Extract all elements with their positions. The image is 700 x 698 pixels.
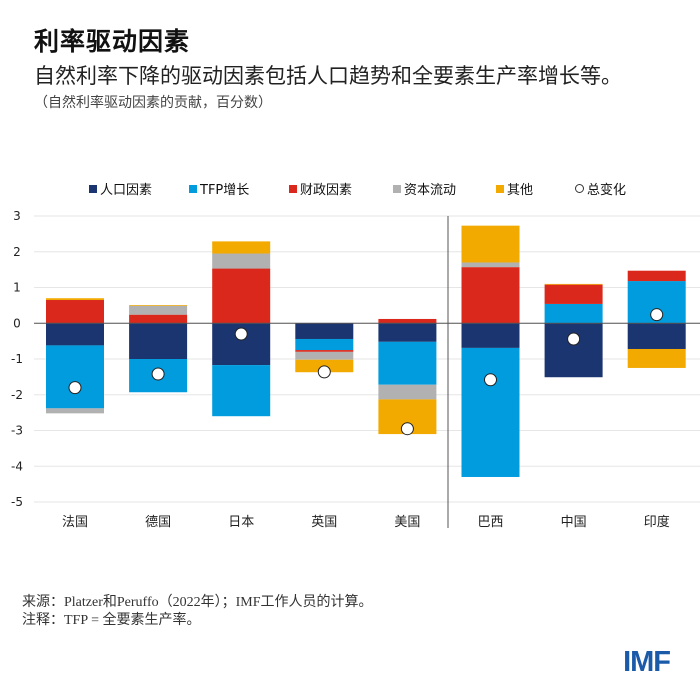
bar-segment xyxy=(129,305,188,306)
bar-segment xyxy=(544,283,603,285)
chart-title: 利率驱动因素 xyxy=(34,27,191,56)
bar-segment xyxy=(461,262,520,268)
legend-item-capital: 资本流动 xyxy=(393,179,456,198)
legend-swatch xyxy=(89,184,97,193)
legend-swatch xyxy=(289,184,297,193)
total-marker xyxy=(234,327,248,341)
legend-item-other: 其他 xyxy=(496,179,533,198)
bar-segment xyxy=(461,225,520,263)
y-tick-label: 0 xyxy=(13,316,21,330)
bar-segment xyxy=(378,384,437,400)
total-marker xyxy=(151,367,165,381)
category-label: 中国 xyxy=(561,515,587,530)
y-tick-label: 1 xyxy=(13,281,21,295)
total-marker xyxy=(650,308,664,322)
category-label: 法国 xyxy=(62,515,88,530)
bar-segment xyxy=(461,347,520,477)
bar-segment xyxy=(46,298,104,301)
total-marker xyxy=(400,422,414,436)
y-tick-label: -1 xyxy=(11,352,23,366)
bar-segment xyxy=(46,323,104,346)
bar-segment xyxy=(461,323,520,348)
y-tick-label: 3 xyxy=(13,209,21,223)
bar-segment xyxy=(129,305,188,315)
legend-swatch xyxy=(189,184,197,193)
category-label: 美国 xyxy=(394,515,420,530)
bar-segment xyxy=(627,348,686,368)
chart-plot: 3 2 1 0 -1 -2 -3 -4 -5 法国 德国 日本 英国 美国 巴西 中国 印度 xyxy=(11,209,700,530)
bar-segment xyxy=(212,365,271,417)
legend-label: 总变化 xyxy=(587,183,627,198)
imf-logo: IMF xyxy=(623,646,671,678)
bar-segment xyxy=(378,323,437,342)
bar-segment xyxy=(627,323,686,349)
legend-circle-icon xyxy=(575,184,584,193)
total-marker xyxy=(484,373,497,387)
chart-subtitle: 自然利率下降的驱动因素包括人口趋势和全要素生产率增长等。 xyxy=(34,64,622,88)
bar-segment xyxy=(212,241,271,254)
bar-segment xyxy=(212,268,271,324)
bar-segment xyxy=(295,323,354,339)
total-marker xyxy=(317,365,331,379)
legend-label: 人口因素 xyxy=(100,183,153,198)
source-note: 来源：Platzer和Peruffo（2022年）；IMF工作人员的计算。 xyxy=(22,595,373,610)
legend-item-population: 人口因素 xyxy=(89,179,152,198)
category-label: 德国 xyxy=(145,515,171,530)
bar-segment xyxy=(129,314,188,324)
legend-item-total: 总变化 xyxy=(575,179,626,198)
y-tick-label: -5 xyxy=(11,495,23,509)
bar-segment xyxy=(46,345,104,409)
bar-segment xyxy=(378,341,437,385)
bar-segment xyxy=(46,408,104,414)
legend-label: 其他 xyxy=(507,183,534,198)
bar-segment xyxy=(461,267,520,324)
legend-swatch xyxy=(496,184,504,193)
bar-segment xyxy=(627,270,686,282)
category-label: 日本 xyxy=(228,515,254,530)
legend-swatch xyxy=(393,184,401,193)
category-label: 巴西 xyxy=(477,515,503,530)
legend-label: 资本流动 xyxy=(404,183,457,198)
bar-segment xyxy=(378,318,437,324)
y-tick-label: -2 xyxy=(11,388,23,402)
total-marker xyxy=(567,332,581,346)
unit-note: （自然利率驱动因素的贡献，百分数） xyxy=(34,95,272,111)
bar-segment xyxy=(295,338,354,351)
category-label: 英国 xyxy=(311,515,337,530)
category-label: 印度 xyxy=(644,514,670,530)
legend-item-fiscal: 财政因素 xyxy=(289,179,352,198)
legend-label: TFP增长 xyxy=(200,183,250,198)
bar-segment xyxy=(212,253,271,269)
footnote: 注释：TFP = 全要素生产率。 xyxy=(22,613,201,628)
legend-item-tfp: TFP增长 xyxy=(189,179,249,198)
legend: 人口因素 TFP增长 财政因素 资本流动 其他 总变化 xyxy=(0,179,700,199)
y-tick-label: -3 xyxy=(11,424,23,438)
total-marker xyxy=(68,381,82,395)
bar-segment xyxy=(129,323,188,359)
bar-segment xyxy=(544,323,603,378)
bar-segment xyxy=(295,351,354,360)
y-tick-label: -4 xyxy=(11,459,23,473)
bar-segment xyxy=(544,303,603,324)
y-tick-label: 2 xyxy=(13,245,21,259)
legend-label: 财政因素 xyxy=(300,183,353,198)
bar-segment xyxy=(544,284,603,304)
bar-segment xyxy=(46,300,104,324)
bar-segment xyxy=(295,350,354,352)
